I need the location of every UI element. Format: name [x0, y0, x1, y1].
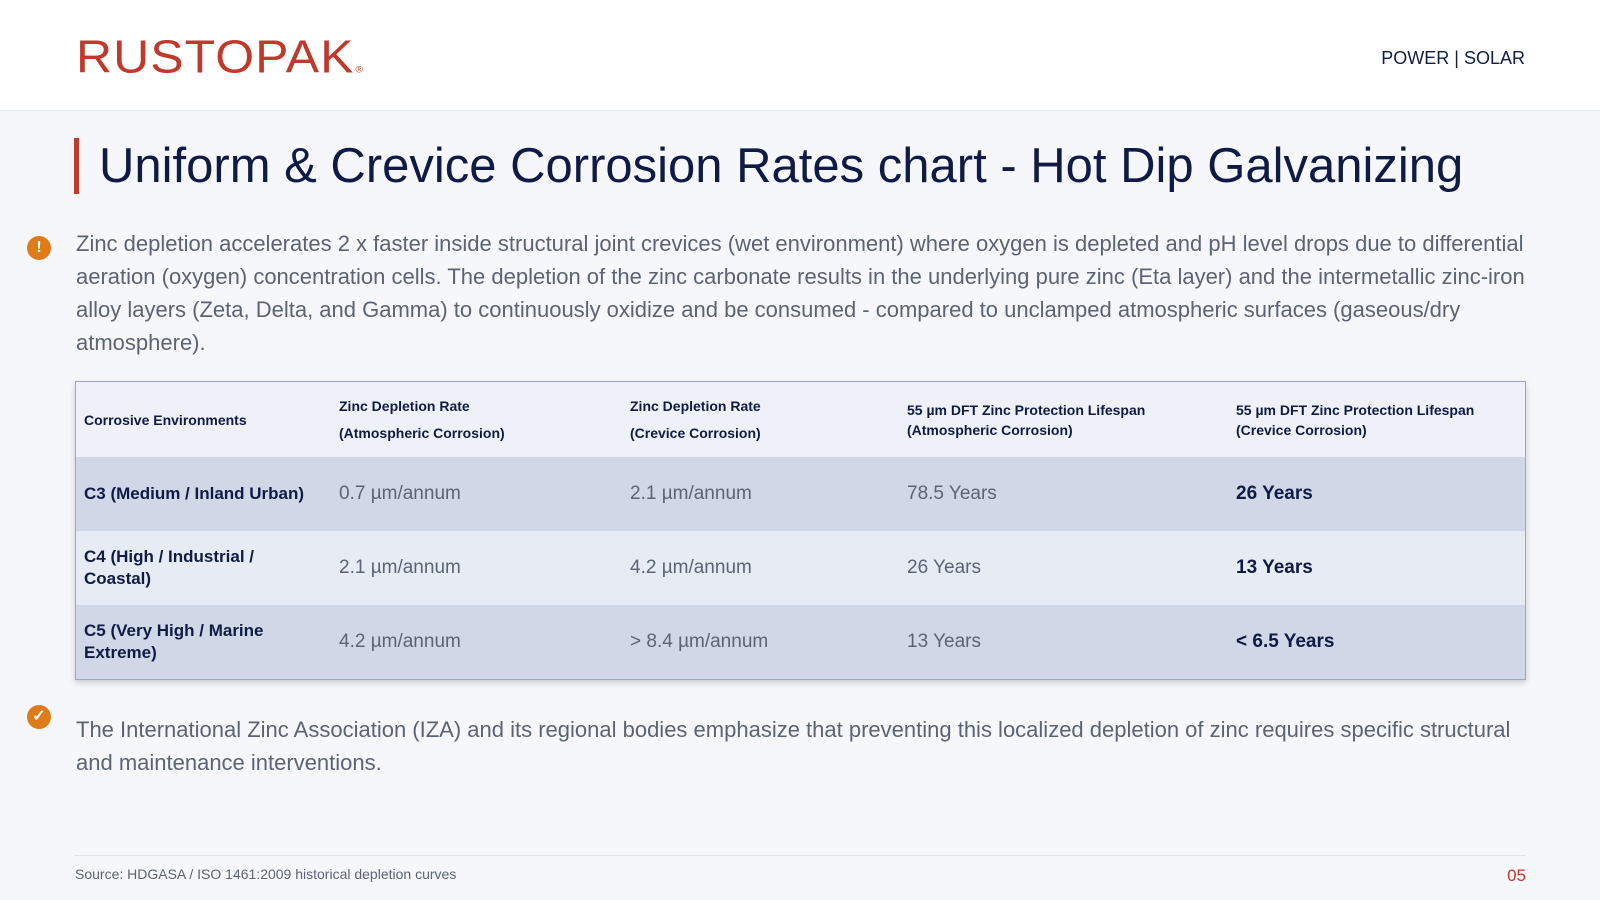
- header-tagline: POWER | SOLAR: [1381, 48, 1525, 68]
- environment-cell: C5 (Very High / Marine Extreme): [76, 605, 331, 679]
- logo-text: RUSTOPAK: [76, 30, 355, 83]
- crevice-lifespan-cell: 26 Years: [1228, 457, 1525, 531]
- corrosion-table: Corrosive Environments Zinc Depletion Ra…: [75, 381, 1526, 680]
- page-number: 05: [1507, 866, 1526, 885]
- atmospheric-rate-cell: 2.1 µm/annum: [331, 531, 622, 605]
- crevice-lifespan-cell: < 6.5 Years: [1228, 605, 1525, 679]
- atmospheric-lifespan-cell: 26 Years: [899, 531, 1228, 605]
- atmospheric-rate-cell: 0.7 µm/annum: [331, 457, 622, 531]
- table-row: C5 (Very High / Marine Extreme) 4.2 µm/a…: [76, 605, 1525, 679]
- table-header-row: Corrosive Environments Zinc Depletion Ra…: [76, 382, 1525, 457]
- crevice-lifespan-cell: 13 Years: [1228, 531, 1525, 605]
- crevice-rate-cell: > 8.4 µm/annum: [622, 605, 899, 679]
- footer-divider: [74, 855, 1526, 856]
- column-header-crevice-rate: Zinc Depletion Rate (Crevice Corrosion): [622, 382, 899, 457]
- environment-cell: C4 (High / Industrial / Coastal): [76, 531, 331, 605]
- column-header-atmospheric-rate: Zinc Depletion Rate (Atmospheric Corrosio…: [331, 382, 622, 457]
- crevice-rate-cell: 2.1 µm/annum: [622, 457, 899, 531]
- exclamation-icon: !: [27, 236, 51, 260]
- crevice-rate-cell: 4.2 µm/annum: [622, 531, 899, 605]
- brand-logo[interactable]: RUSTOPAK®: [76, 30, 364, 83]
- iza-note: The International Zinc Association (IZA)…: [76, 717, 1511, 775]
- corrosion-rates-table: Corrosive Environments Zinc Depletion Ra…: [76, 382, 1525, 679]
- atmospheric-lifespan-cell: 13 Years: [899, 605, 1228, 679]
- check-icon: ✓: [27, 705, 51, 729]
- table-row: C3 (Medium / Inland Urban) 0.7 µm/annum …: [76, 457, 1525, 531]
- page-title: Uniform & Crevice Corrosion Rates chart …: [99, 139, 1464, 193]
- title-block: Uniform & Crevice Corrosion Rates chart …: [74, 138, 1463, 194]
- column-header-atmospheric-lifespan: 55 µm DFT Zinc Protection Lifespan (Atmos…: [899, 382, 1228, 457]
- atmospheric-rate-cell: 4.2 µm/annum: [331, 605, 622, 679]
- column-header-environment: Corrosive Environments: [76, 382, 331, 457]
- atmospheric-lifespan-cell: 78.5 Years: [899, 457, 1228, 531]
- environment-cell: C3 (Medium / Inland Urban): [76, 457, 331, 531]
- depletion-note: Zinc depletion accelerates 2 x faster in…: [76, 231, 1525, 355]
- source-citation: Source: HDGASA / ISO 1461:2009 historica…: [75, 866, 457, 882]
- table-row: C4 (High / Industrial / Coastal) 2.1 µm/…: [76, 531, 1525, 605]
- column-header-crevice-lifespan: 55 µm DFT Zinc Protection Lifespan (Crevi…: [1228, 382, 1525, 457]
- registered-mark: ®: [355, 64, 364, 76]
- header-bar: RUSTOPAK® POWER | SOLAR: [0, 0, 1600, 111]
